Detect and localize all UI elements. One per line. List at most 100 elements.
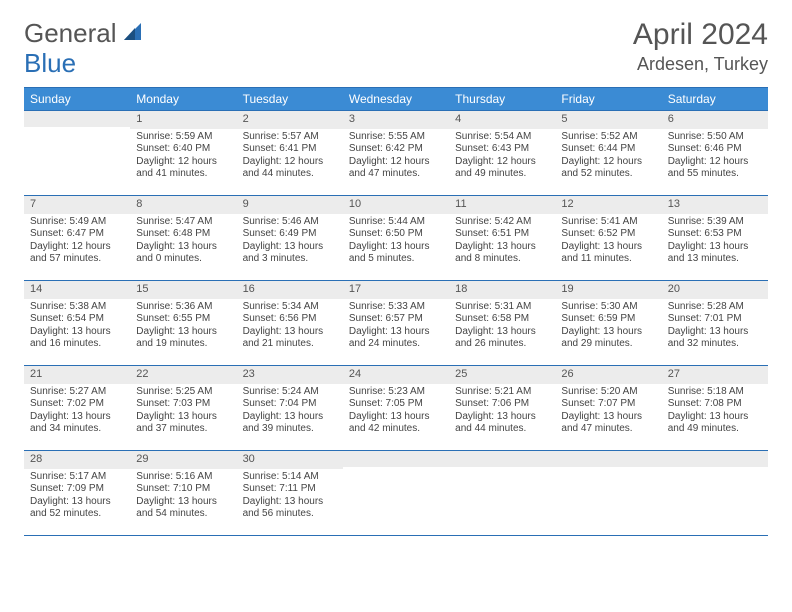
daylight-text: Daylight: 13 hours and 54 minutes. [136,496,230,521]
cell-body: Sunrise: 5:20 AMSunset: 7:07 PMDaylight:… [555,384,661,440]
calendar-cell: 10Sunrise: 5:44 AMSunset: 6:50 PMDayligh… [343,196,449,280]
day-header-wednesday: Wednesday [343,88,449,110]
calendar-cell-blank [449,451,555,535]
day-number [24,111,130,127]
cell-body: Sunrise: 5:25 AMSunset: 7:03 PMDaylight:… [130,384,236,440]
brand-part2: Blue [24,48,76,79]
cell-body: Sunrise: 5:28 AMSunset: 7:01 PMDaylight:… [662,299,768,355]
day-number: 3 [343,111,449,129]
calendar: SundayMondayTuesdayWednesdayThursdayFrid… [24,87,768,536]
sunset-text: Sunset: 6:58 PM [455,313,549,326]
sunrise-text: Sunrise: 5:33 AM [349,301,443,314]
sunset-text: Sunset: 6:59 PM [561,313,655,326]
day-number [343,451,449,467]
day-number: 1 [130,111,236,129]
calendar-cell: 5Sunrise: 5:52 AMSunset: 6:44 PMDaylight… [555,111,661,195]
day-number: 7 [24,196,130,214]
daylight-text: Daylight: 12 hours and 52 minutes. [561,156,655,181]
day-number: 2 [237,111,343,129]
sunset-text: Sunset: 6:41 PM [243,143,337,156]
weeks-container: 1Sunrise: 5:59 AMSunset: 6:40 PMDaylight… [24,110,768,535]
calendar-cell: 13Sunrise: 5:39 AMSunset: 6:53 PMDayligh… [662,196,768,280]
sunset-text: Sunset: 6:48 PM [136,228,230,241]
header: General April 2024 Ardesen, Turkey [24,18,768,75]
calendar-cell: 25Sunrise: 5:21 AMSunset: 7:06 PMDayligh… [449,366,555,450]
calendar-cell: 20Sunrise: 5:28 AMSunset: 7:01 PMDayligh… [662,281,768,365]
calendar-cell: 28Sunrise: 5:17 AMSunset: 7:09 PMDayligh… [24,451,130,535]
sunrise-text: Sunrise: 5:57 AM [243,131,337,144]
day-header-friday: Friday [555,88,661,110]
sunrise-text: Sunrise: 5:41 AM [561,216,655,229]
day-number: 12 [555,196,661,214]
location: Ardesen, Turkey [633,54,768,75]
day-number: 24 [343,366,449,384]
calendar-cell: 22Sunrise: 5:25 AMSunset: 7:03 PMDayligh… [130,366,236,450]
daylight-text: Daylight: 12 hours and 41 minutes. [136,156,230,181]
sunrise-text: Sunrise: 5:46 AM [243,216,337,229]
calendar-cell: 12Sunrise: 5:41 AMSunset: 6:52 PMDayligh… [555,196,661,280]
daylight-text: Daylight: 13 hours and 3 minutes. [243,241,337,266]
sunrise-text: Sunrise: 5:47 AM [136,216,230,229]
calendar-cell: 6Sunrise: 5:50 AMSunset: 6:46 PMDaylight… [662,111,768,195]
cell-body: Sunrise: 5:39 AMSunset: 6:53 PMDaylight:… [662,214,768,270]
cell-body: Sunrise: 5:50 AMSunset: 6:46 PMDaylight:… [662,129,768,185]
daylight-text: Daylight: 13 hours and 39 minutes. [243,411,337,436]
sunset-text: Sunset: 7:07 PM [561,398,655,411]
daylight-text: Daylight: 12 hours and 49 minutes. [455,156,549,181]
calendar-cell: 14Sunrise: 5:38 AMSunset: 6:54 PMDayligh… [24,281,130,365]
sunset-text: Sunset: 6:53 PM [668,228,762,241]
day-number: 20 [662,281,768,299]
sunset-text: Sunset: 7:05 PM [349,398,443,411]
day-number [555,451,661,467]
day-number: 19 [555,281,661,299]
cell-body: Sunrise: 5:55 AMSunset: 6:42 PMDaylight:… [343,129,449,185]
cell-body: Sunrise: 5:52 AMSunset: 6:44 PMDaylight:… [555,129,661,185]
calendar-cell: 4Sunrise: 5:54 AMSunset: 6:43 PMDaylight… [449,111,555,195]
daylight-text: Daylight: 12 hours and 44 minutes. [243,156,337,181]
daylight-text: Daylight: 13 hours and 24 minutes. [349,326,443,351]
sunrise-text: Sunrise: 5:28 AM [668,301,762,314]
cell-body: Sunrise: 5:16 AMSunset: 7:10 PMDaylight:… [130,469,236,525]
daylight-text: Daylight: 12 hours and 57 minutes. [30,241,124,266]
cell-body: Sunrise: 5:18 AMSunset: 7:08 PMDaylight:… [662,384,768,440]
cell-body: Sunrise: 5:33 AMSunset: 6:57 PMDaylight:… [343,299,449,355]
calendar-cell: 29Sunrise: 5:16 AMSunset: 7:10 PMDayligh… [130,451,236,535]
sunrise-text: Sunrise: 5:42 AM [455,216,549,229]
sunrise-text: Sunrise: 5:38 AM [30,301,124,314]
day-number: 16 [237,281,343,299]
sunrise-text: Sunrise: 5:20 AM [561,386,655,399]
cell-body: Sunrise: 5:44 AMSunset: 6:50 PMDaylight:… [343,214,449,270]
sunset-text: Sunset: 6:46 PM [668,143,762,156]
calendar-cell: 7Sunrise: 5:49 AMSunset: 6:47 PMDaylight… [24,196,130,280]
calendar-cell: 24Sunrise: 5:23 AMSunset: 7:05 PMDayligh… [343,366,449,450]
cell-body: Sunrise: 5:42 AMSunset: 6:51 PMDaylight:… [449,214,555,270]
sunrise-text: Sunrise: 5:34 AM [243,301,337,314]
sunrise-text: Sunrise: 5:44 AM [349,216,443,229]
calendar-cell: 18Sunrise: 5:31 AMSunset: 6:58 PMDayligh… [449,281,555,365]
cell-body: Sunrise: 5:41 AMSunset: 6:52 PMDaylight:… [555,214,661,270]
day-number: 23 [237,366,343,384]
sunset-text: Sunset: 7:04 PM [243,398,337,411]
sunset-text: Sunset: 7:01 PM [668,313,762,326]
daylight-text: Daylight: 13 hours and 29 minutes. [561,326,655,351]
sunrise-text: Sunrise: 5:31 AM [455,301,549,314]
sunrise-text: Sunrise: 5:18 AM [668,386,762,399]
daylight-text: Daylight: 13 hours and 26 minutes. [455,326,549,351]
calendar-cell: 19Sunrise: 5:30 AMSunset: 6:59 PMDayligh… [555,281,661,365]
calendar-cell: 1Sunrise: 5:59 AMSunset: 6:40 PMDaylight… [130,111,236,195]
day-header-saturday: Saturday [662,88,768,110]
sunrise-text: Sunrise: 5:21 AM [455,386,549,399]
cell-body: Sunrise: 5:24 AMSunset: 7:04 PMDaylight:… [237,384,343,440]
calendar-cell: 21Sunrise: 5:27 AMSunset: 7:02 PMDayligh… [24,366,130,450]
sunrise-text: Sunrise: 5:17 AM [30,471,124,484]
sunset-text: Sunset: 7:06 PM [455,398,549,411]
sunset-text: Sunset: 6:54 PM [30,313,124,326]
day-number: 10 [343,196,449,214]
daylight-text: Daylight: 13 hours and 47 minutes. [561,411,655,436]
day-header-monday: Monday [130,88,236,110]
cell-body: Sunrise: 5:23 AMSunset: 7:05 PMDaylight:… [343,384,449,440]
calendar-cell: 3Sunrise: 5:55 AMSunset: 6:42 PMDaylight… [343,111,449,195]
calendar-cell: 27Sunrise: 5:18 AMSunset: 7:08 PMDayligh… [662,366,768,450]
daylight-text: Daylight: 12 hours and 55 minutes. [668,156,762,181]
sunrise-text: Sunrise: 5:14 AM [243,471,337,484]
